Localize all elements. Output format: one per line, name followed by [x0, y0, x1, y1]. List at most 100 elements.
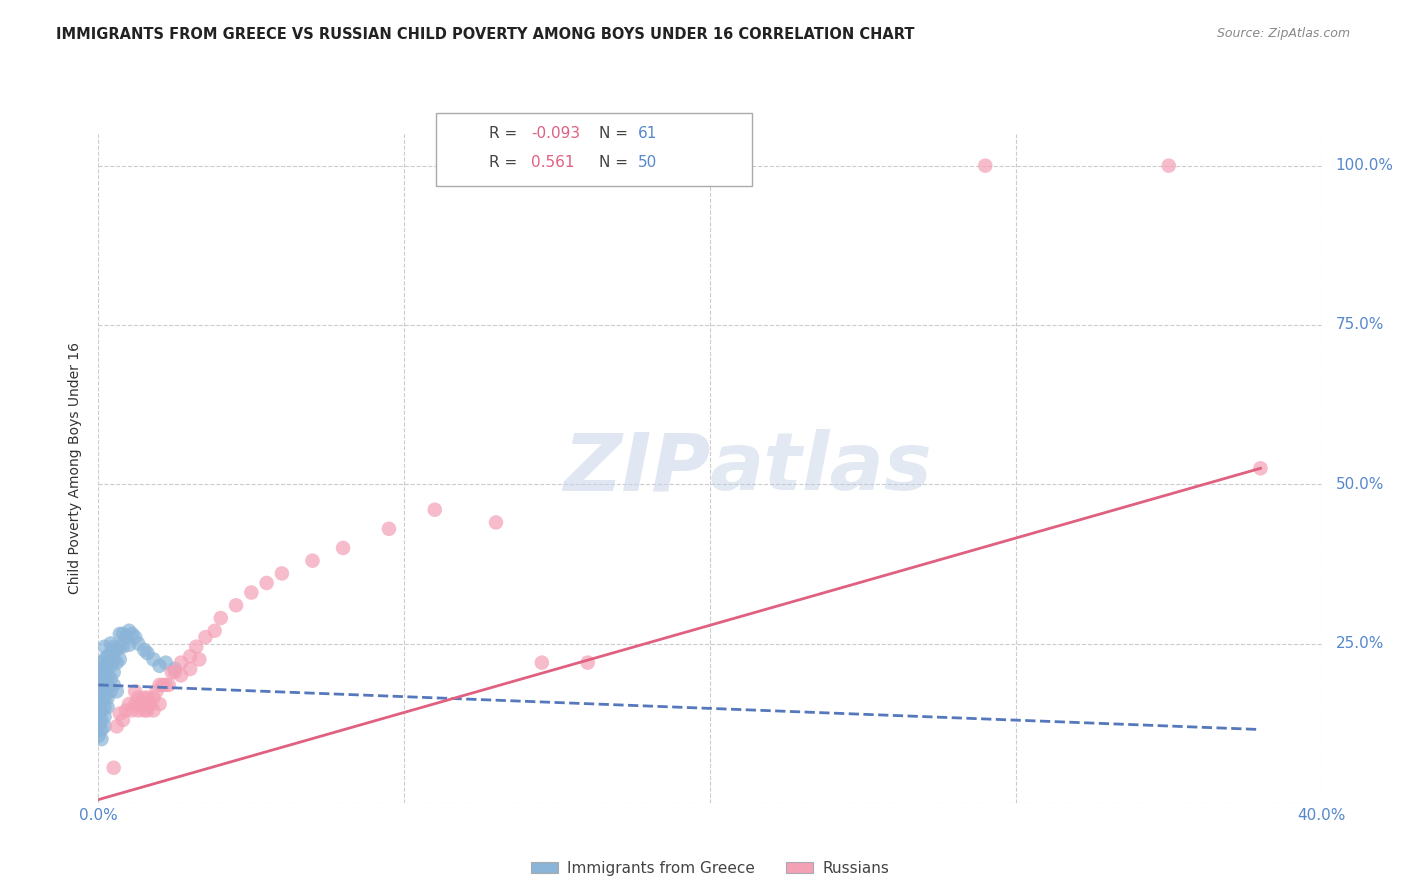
- Text: atlas: atlas: [710, 429, 932, 508]
- Point: [87, 690, 110, 705]
- Point: [87, 710, 110, 724]
- Point: [97, 658, 120, 673]
- Point: [111, 713, 134, 727]
- Point: [90, 732, 112, 747]
- Point: [100, 658, 122, 673]
- Point: [87, 719, 110, 733]
- Point: [90, 713, 112, 727]
- Point: [100, 672, 122, 686]
- Point: [100, 636, 122, 650]
- Point: [100, 684, 122, 698]
- Text: 50: 50: [638, 155, 658, 169]
- Text: Source: ZipAtlas.com: Source: ZipAtlas.com: [1216, 27, 1350, 40]
- Point: [93, 640, 115, 654]
- Point: [256, 576, 278, 591]
- Point: [576, 656, 599, 670]
- Point: [87, 672, 110, 686]
- Point: [145, 684, 167, 698]
- Point: [105, 719, 128, 733]
- Point: [111, 640, 134, 654]
- Text: 0.561: 0.561: [531, 155, 575, 169]
- Point: [129, 697, 152, 711]
- Point: [105, 656, 128, 670]
- Point: [149, 658, 172, 673]
- Point: [142, 690, 165, 705]
- Point: [115, 703, 138, 717]
- Point: [127, 636, 149, 650]
- Text: 50.0%: 50.0%: [1336, 476, 1384, 491]
- Point: [179, 662, 201, 676]
- Point: [90, 665, 112, 680]
- Point: [87, 662, 110, 676]
- Point: [118, 638, 141, 652]
- Text: R =: R =: [489, 127, 517, 141]
- Point: [194, 630, 217, 644]
- Point: [136, 703, 159, 717]
- Point: [209, 611, 232, 625]
- Point: [115, 630, 138, 644]
- Point: [93, 710, 115, 724]
- Point: [87, 700, 110, 714]
- Text: R =: R =: [489, 155, 517, 169]
- Point: [103, 761, 125, 775]
- Point: [142, 652, 165, 666]
- Point: [134, 690, 156, 705]
- Point: [97, 690, 120, 705]
- Point: [103, 665, 125, 680]
- Point: [105, 684, 128, 698]
- Point: [225, 599, 247, 613]
- Point: [103, 678, 125, 692]
- Point: [90, 656, 112, 670]
- Point: [142, 703, 165, 717]
- Point: [87, 729, 110, 743]
- Point: [974, 159, 997, 173]
- Point: [1249, 461, 1271, 475]
- Point: [127, 690, 149, 705]
- Text: 75.0%: 75.0%: [1336, 318, 1384, 333]
- Text: IMMIGRANTS FROM GREECE VS RUSSIAN CHILD POVERTY AMONG BOYS UNDER 16 CORRELATION : IMMIGRANTS FROM GREECE VS RUSSIAN CHILD …: [56, 27, 915, 42]
- Point: [103, 640, 125, 654]
- Point: [163, 662, 186, 676]
- Point: [108, 627, 131, 641]
- Point: [97, 700, 120, 714]
- Point: [121, 703, 143, 717]
- Point: [186, 640, 208, 654]
- Point: [97, 649, 120, 664]
- Point: [124, 630, 146, 644]
- Point: [152, 678, 174, 692]
- Point: [118, 697, 141, 711]
- Point: [1157, 159, 1180, 173]
- Point: [127, 703, 149, 717]
- Point: [97, 678, 120, 692]
- Point: [485, 516, 508, 530]
- Point: [93, 662, 115, 676]
- Text: ZIP: ZIP: [562, 429, 710, 508]
- Point: [155, 678, 177, 692]
- Point: [160, 665, 183, 680]
- Point: [301, 554, 323, 568]
- Point: [90, 674, 112, 689]
- Point: [93, 700, 115, 714]
- Point: [97, 668, 120, 682]
- Point: [118, 624, 141, 638]
- Point: [90, 703, 112, 717]
- Point: [108, 706, 131, 721]
- Point: [108, 652, 131, 666]
- Point: [139, 697, 162, 711]
- Point: [93, 652, 115, 666]
- Point: [93, 672, 115, 686]
- Point: [124, 697, 146, 711]
- Point: [108, 640, 131, 654]
- Point: [240, 585, 263, 599]
- Y-axis label: Child Poverty Among Boys Under 16: Child Poverty Among Boys Under 16: [69, 343, 83, 594]
- Point: [90, 723, 112, 737]
- Point: [149, 697, 172, 711]
- Point: [90, 694, 112, 708]
- Point: [87, 681, 110, 695]
- Point: [179, 649, 201, 664]
- Point: [155, 656, 177, 670]
- Point: [134, 703, 156, 717]
- Point: [188, 652, 211, 666]
- Point: [530, 656, 553, 670]
- Point: [332, 541, 354, 555]
